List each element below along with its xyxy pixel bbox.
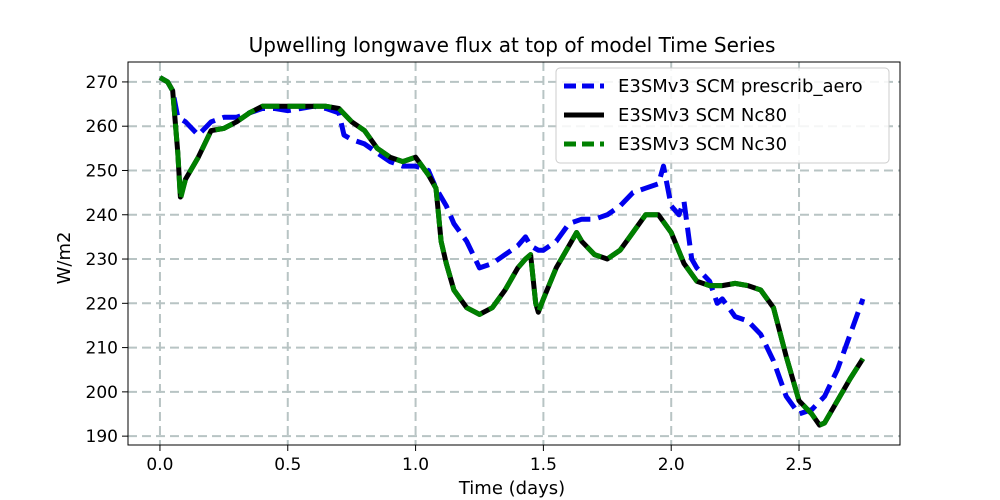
legend-label-prescrib-aero: E3SMv3 SCM prescrib_aero xyxy=(618,76,863,97)
x-tick-label: 1.0 xyxy=(402,455,429,475)
y-tick-label: 240 xyxy=(86,206,118,226)
y-tick-label: 210 xyxy=(86,339,118,359)
y-tick-label: 190 xyxy=(86,427,118,447)
x-tick-label: 0.5 xyxy=(274,455,301,475)
x-tick-label: 2.0 xyxy=(658,455,685,475)
y-tick-label: 260 xyxy=(86,117,118,137)
y-tick-label: 270 xyxy=(86,73,118,93)
legend-label-nc30: E3SMv3 SCM Nc30 xyxy=(618,134,787,155)
series-line-prescrib-aero xyxy=(158,75,866,417)
legend-frame xyxy=(555,67,890,164)
legend: E3SMv3 SCM prescrib_aero E3SMv3 SCM Nc80… xyxy=(555,67,890,164)
y-tick-label: 200 xyxy=(86,383,118,403)
x-tick-label: 0.0 xyxy=(146,455,173,475)
axes-frame xyxy=(127,61,901,446)
series-line-nc30 xyxy=(158,75,866,428)
x-axis-label: Time (days) xyxy=(458,478,565,499)
chart-title: Upwelling longwave flux at top of model … xyxy=(249,33,776,57)
y-tick-label: 230 xyxy=(86,250,118,270)
legend-label-nc80: E3SMv3 SCM Nc80 xyxy=(618,105,787,126)
x-tick-label: 2.5 xyxy=(786,455,813,475)
y-axis-label: W/m2 xyxy=(54,232,75,285)
y-tick-label: 220 xyxy=(86,294,118,314)
y-tick-label: 250 xyxy=(86,161,118,181)
plot-area: 190 200 210 220 230 240 250 260 270 0.0 0.5 1.0 1.5 2… xyxy=(86,61,901,475)
x-tick-label: 1.5 xyxy=(530,455,557,475)
